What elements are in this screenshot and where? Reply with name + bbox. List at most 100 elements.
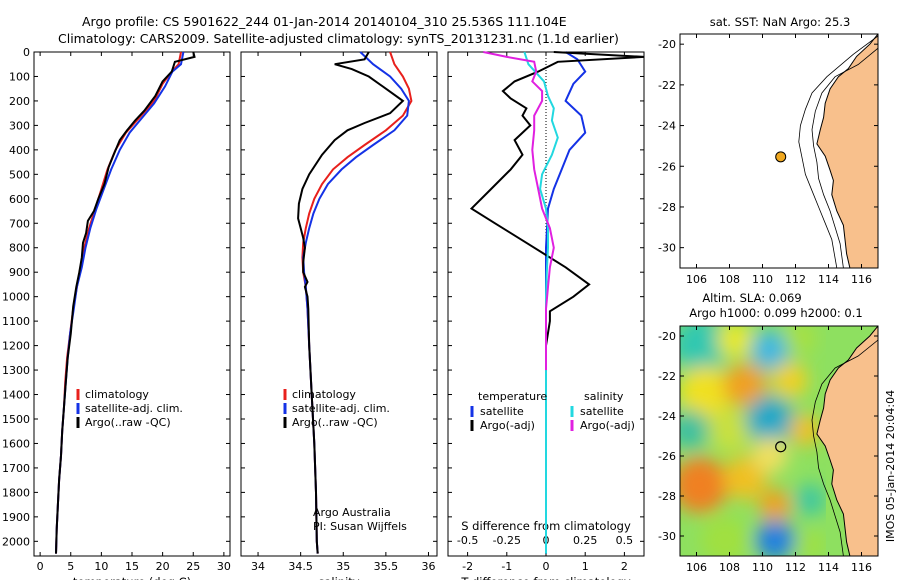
map-y-tick-label: -24: [658, 120, 676, 133]
y-tick-label: 400: [9, 144, 30, 157]
x-tick-label: 10: [94, 560, 108, 573]
legend-entry: satellite: [580, 405, 624, 418]
x-axis-label: temperature (deg C): [73, 575, 191, 580]
map-y-tick-label: -20: [658, 38, 676, 51]
anomaly-blob: [794, 484, 826, 516]
x-tick-label: 25: [186, 560, 200, 573]
y-tick-label: 1600: [2, 437, 30, 450]
plot-layer: 0100200300400500600700800900100011001200…: [2, 46, 645, 580]
sla-map-axes: 106 108 110 112 114 116 -20 -22 -24 -26 -28 -30: [658, 326, 878, 574]
x-axis-label: salinity: [318, 575, 359, 580]
y-tick-label: 100: [9, 70, 30, 83]
anomaly-blob: [772, 362, 808, 398]
map-y-tick-label: -30: [658, 530, 676, 543]
x-tick-label: -1: [501, 560, 512, 573]
sla-map-title-1: Altim. SLA: 0.069: [702, 291, 801, 305]
map-y-tick-label: -24: [658, 410, 676, 423]
sla-map: Altim. SLA: 0.069 Argo h1000: 0.099 h200…: [658, 291, 897, 574]
anomaly-blob: [708, 408, 752, 452]
sla-map-title-2: Argo h1000: 0.099 h2000: 0.1: [689, 306, 862, 320]
y-tick-label: 600: [9, 193, 30, 206]
imos-timestamp: IMOS 05-Jan-2014 20:04:04: [884, 390, 897, 542]
map-y-tick-label: -20: [658, 330, 676, 343]
sst-map-frame: [679, 33, 879, 269]
map-x-tick-label: 108: [719, 273, 740, 286]
x-tick-label: -2: [462, 560, 473, 573]
sst-map-title: sat. SST: NaN Argo: 25.3: [710, 15, 851, 29]
sla-map-isobath-inner: [811, 339, 878, 556]
y-tick-label: 1500: [2, 413, 30, 426]
x-tick-label: 36: [421, 560, 435, 573]
map-x-tick-label: 106: [686, 273, 707, 286]
anomaly-blob: [701, 516, 749, 556]
anomaly-blob: [723, 363, 767, 407]
map-y-tick-label: -30: [658, 242, 676, 255]
top-x-tick-label: 0.25: [573, 534, 598, 547]
y-tick-label: 1400: [2, 389, 30, 402]
sla-map-anomaly-field: [680, 326, 826, 556]
legend-entry: climatology: [85, 388, 149, 401]
y-tick-label: 300: [9, 119, 30, 132]
x-tick-label: 20: [156, 560, 170, 573]
map-y-tick-label: -26: [658, 160, 676, 173]
series-line-salinity-argo-adj-: [483, 51, 555, 371]
legend-entry: satellite-adj. clim.: [85, 402, 183, 415]
anomaly-blob: [784, 326, 816, 354]
map-x-tick-label: 114: [818, 561, 839, 574]
sst-map-coastline: [816, 34, 878, 268]
map-x-tick-label: 108: [719, 561, 740, 574]
top-x-tick-label: -0.5: [457, 534, 478, 547]
map-x-tick-label: 116: [851, 561, 872, 574]
x-tick-label: 34: [251, 560, 265, 573]
series-line-temperature-argo-adj-: [469, 51, 645, 554]
map-x-tick-label: 112: [785, 273, 806, 286]
anomaly-blob: [752, 437, 788, 473]
x-axis-label: T difference from climatology: [460, 575, 631, 580]
y-tick-label: 500: [9, 168, 30, 181]
legend-entry: satellite-adj. clim.: [292, 402, 390, 415]
salinity-panel-frame: [240, 51, 438, 557]
map-x-tick-label: 116: [851, 273, 872, 286]
anomaly-blob: [680, 366, 731, 418]
sla-map-argo-marker: [775, 441, 787, 453]
map-y-tick-label: -28: [658, 201, 676, 214]
y-tick-label: 1300: [2, 364, 30, 377]
x-tick-label: 2: [621, 560, 628, 573]
x-tick-label: 35: [336, 560, 350, 573]
series-line-satellite-adj-clim-: [55, 51, 185, 554]
series-line-temperature-satellite: [545, 51, 587, 554]
anomaly-blob: [759, 489, 791, 521]
x-tick-label: 34.5: [288, 560, 313, 573]
header-line-2: Climatology: CARS2009. Satellite-adjuste…: [58, 31, 619, 46]
y-tick-label: 800: [9, 242, 30, 255]
y-tick-label: 1700: [2, 462, 30, 475]
anomaly-blob: [746, 396, 794, 444]
anomaly-blob: [680, 410, 710, 450]
x-tick-label: 1: [582, 560, 589, 573]
anomaly-blob: [680, 326, 728, 373]
sst-map-land: [816, 34, 878, 268]
legend-entry: Argo(..raw -QC): [292, 416, 378, 429]
anomaly-blob: [755, 520, 795, 556]
sst-map-argo-marker: [775, 151, 787, 163]
x-tick-label: 15: [125, 560, 139, 573]
map-y-tick-label: -22: [658, 370, 676, 383]
series-line-argo-raw-qc-: [297, 51, 405, 554]
y-tick-label: 700: [9, 217, 30, 230]
legend-entry: Argo(..raw -QC): [85, 416, 171, 429]
map-y-tick-label: -28: [658, 490, 676, 503]
anomaly-blob: [723, 456, 767, 500]
header-line-1: Argo profile: CS 5901622_244 01-Jan-2014…: [82, 14, 567, 29]
y-tick-label: 1000: [2, 291, 30, 304]
map-x-tick-label: 110: [752, 561, 773, 574]
map-x-tick-label: 106: [686, 561, 707, 574]
anomaly-blob: [750, 330, 790, 370]
legend-entry: satellite: [480, 405, 524, 418]
x-tick-label: 30: [217, 560, 231, 573]
temperature-panel-frame: [33, 51, 231, 557]
x-tick-label: 0: [37, 560, 44, 573]
sla-map-land: [816, 326, 878, 556]
x-tick-label: 0: [543, 560, 550, 573]
top-x-tick-label: 0.5: [616, 534, 634, 547]
